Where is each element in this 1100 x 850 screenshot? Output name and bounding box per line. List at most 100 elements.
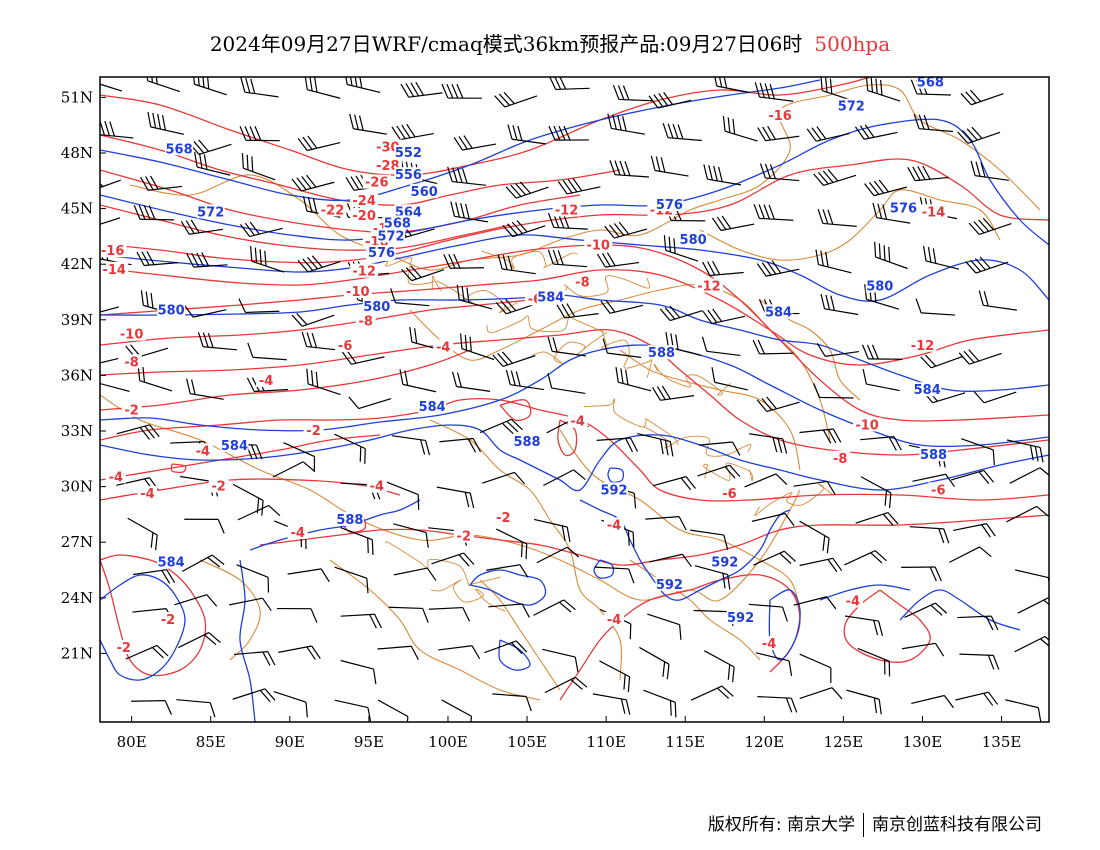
height-label-bg [916,77,945,89]
temperature-label: -26 [365,176,389,191]
wind-barb [181,554,225,572]
wind-barb [844,550,887,566]
wind-barb [970,160,1009,181]
wind-barb [912,473,955,488]
height-label-bg [157,554,186,569]
wind-barb [690,685,734,701]
temperature-label: -2 [211,480,225,495]
temperature-label: -14 [102,263,126,278]
lon-tick-label: 80E [117,733,147,751]
wind-barb [341,350,385,365]
height-label: 568 [166,142,193,157]
wind-barb [820,77,855,102]
title-main: 2024年09月27日WRF/cmaq模式36km预报产品:09月27日06时 [209,32,803,56]
wind-barb [178,632,221,649]
wind-barb [401,265,445,282]
wind-barb [484,640,528,655]
height-label-bg [655,196,684,211]
height-label-bg [377,228,406,243]
wind-barb [250,245,285,273]
temperature-label-bg [158,612,179,627]
wind-barb [911,694,954,709]
wind-barb [844,615,884,636]
temperature-label: -4 [259,374,273,389]
copyright-credit: 版权所有: 南京大学 南京创蓝科技有限公司 [708,810,1042,837]
wind-barb [400,81,443,98]
wind-barb [450,201,489,223]
wind-barb [815,249,852,274]
boundary-line [559,429,801,611]
wind-barb [548,125,590,141]
wind-barb [701,336,741,357]
wind-barb [965,256,1009,274]
height-label: 572 [197,205,224,220]
wind-barb [276,607,318,623]
wind-barb [393,523,429,548]
wind-barb [140,175,182,191]
wind-barb [297,255,341,273]
boundary-line [699,189,1001,261]
wind-barb [754,82,794,102]
wind-barb [958,349,1002,365]
height-contour [899,589,1021,631]
wind-barb [813,383,854,399]
temperature-label-bg [719,486,740,501]
wind-barb [615,367,652,392]
wind-barb [247,342,287,361]
height-label: 592 [656,578,683,593]
temperature-contour [100,349,471,411]
temperature-contour [100,169,581,234]
height-label-bg [837,98,866,113]
wind-barb [920,354,964,369]
wind-barb [806,126,850,142]
temperature-contour [100,299,531,346]
temperature-contour [100,269,1049,366]
wind-barb [283,442,316,472]
wind-barb [609,160,649,178]
lon-tick-label: 135E [982,733,1022,751]
temperature-label-bg [928,482,949,497]
temperature-label-bg [366,478,387,493]
wind-barb [907,165,950,182]
temperature-label-bg [113,639,134,654]
temperature-label-bg [919,204,948,219]
wind-barb [955,691,999,706]
lon-tick-label: 90E [275,733,305,751]
wind-barb [816,343,859,357]
wind-barb [388,606,429,623]
height-label: 592 [727,611,754,626]
wind-barb [536,546,580,564]
height-label: 576 [656,198,683,213]
title-level: 500hpa [814,32,891,56]
wind-barb [662,123,702,142]
temperature-label-bg [303,423,324,438]
wind-barb [287,568,330,583]
wind-barb [663,235,699,262]
wind-barb [643,689,677,718]
wind-barb [186,252,228,268]
wind-barb [232,688,276,703]
temperature-label: -4 [607,613,621,628]
temperature-contour [100,204,511,251]
height-label: 580 [866,279,893,294]
temperature-label: -12 [352,265,376,280]
boundary-line [129,84,1041,271]
height-label: 576 [890,202,917,217]
lon-tick-label: 125E [824,733,864,751]
lon-tick-label: 85E [196,733,226,751]
wind-barb [505,181,549,199]
height-label: 588 [648,346,675,361]
height-label-bg [383,215,412,230]
temperature-label: -4 [196,444,210,459]
wind-barb [753,203,794,221]
wind-barb [147,111,185,135]
wind-barb [702,260,744,277]
wind-barb [968,217,1012,236]
height-label: 576 [368,246,395,261]
temperature-contour [100,77,871,176]
wind-barb [649,553,692,567]
temperature-label: -2 [124,404,138,419]
wind-barb [799,687,843,700]
wind-barb [799,520,830,554]
wind-barb [301,331,341,351]
